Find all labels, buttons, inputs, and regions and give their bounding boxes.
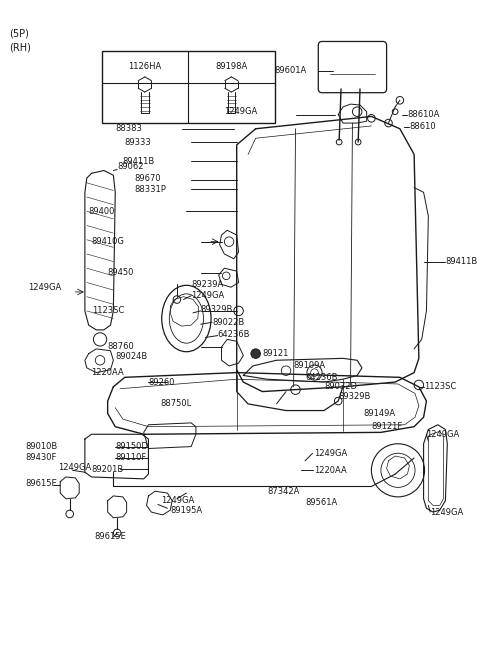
Bar — [102, 51, 275, 123]
Text: (RH): (RH) — [9, 42, 31, 52]
Text: 88383: 88383 — [115, 124, 142, 133]
Text: 88331P: 88331P — [134, 185, 166, 194]
Text: 88760: 88760 — [108, 342, 134, 352]
Text: 89260: 89260 — [148, 378, 175, 386]
Text: 89062: 89062 — [117, 162, 144, 171]
Text: 89400: 89400 — [89, 207, 115, 216]
Text: 1249GA: 1249GA — [430, 508, 464, 516]
Text: 1249GA: 1249GA — [426, 430, 460, 439]
Text: 89333: 89333 — [125, 138, 152, 146]
Text: 89410G: 89410G — [92, 237, 125, 246]
Text: 1249GA: 1249GA — [224, 107, 258, 116]
Text: 88750L: 88750L — [160, 400, 191, 409]
Text: 89121: 89121 — [262, 349, 288, 358]
Text: 1249GA: 1249GA — [314, 449, 348, 458]
Text: 88610A: 88610A — [408, 110, 440, 119]
Text: 1126HA: 1126HA — [128, 62, 161, 72]
Text: 89201B: 89201B — [92, 465, 124, 474]
Text: 89024B: 89024B — [115, 352, 147, 361]
Text: 64236B: 64236B — [218, 330, 250, 339]
Text: 89430F: 89430F — [25, 453, 57, 462]
Text: 89329B: 89329B — [201, 304, 233, 314]
Text: 89121F: 89121F — [372, 422, 403, 431]
Text: 89032D: 89032D — [324, 382, 357, 392]
Text: 89450: 89450 — [108, 268, 134, 277]
Text: 89110F: 89110F — [115, 453, 146, 462]
Text: 89198A: 89198A — [215, 62, 248, 72]
Circle shape — [251, 349, 261, 358]
Text: 89615E: 89615E — [95, 532, 126, 541]
Text: 88610: 88610 — [409, 123, 436, 131]
Text: 89670: 89670 — [134, 174, 161, 182]
Text: 89561A: 89561A — [305, 498, 337, 507]
Text: 89601A: 89601A — [275, 66, 307, 75]
Text: 1123SC: 1123SC — [423, 382, 456, 392]
Text: 89615E: 89615E — [25, 479, 57, 488]
Text: 89329B: 89329B — [338, 392, 371, 401]
Text: 1123SC: 1123SC — [93, 306, 125, 316]
Text: 1220AA: 1220AA — [314, 466, 347, 475]
Text: 89195A: 89195A — [170, 506, 203, 515]
Text: 1249GA: 1249GA — [58, 463, 92, 472]
Text: 89239A: 89239A — [191, 280, 223, 289]
Text: 87342A: 87342A — [267, 487, 300, 496]
Text: 89149A: 89149A — [364, 409, 396, 418]
Text: 64236B: 64236B — [305, 373, 337, 382]
Text: 89022B: 89022B — [212, 318, 244, 327]
Text: 89010B: 89010B — [25, 442, 57, 451]
Text: 1249GA: 1249GA — [161, 496, 194, 505]
Text: (5P): (5P) — [9, 29, 29, 39]
Text: 89411B: 89411B — [445, 257, 478, 266]
Text: 89109A: 89109A — [294, 361, 326, 371]
Text: 89150D: 89150D — [115, 442, 148, 451]
Text: 89411B: 89411B — [123, 157, 155, 165]
Text: 1220AA: 1220AA — [92, 368, 124, 377]
Text: 1249GA: 1249GA — [191, 291, 224, 300]
Text: 1249GA: 1249GA — [28, 283, 61, 292]
